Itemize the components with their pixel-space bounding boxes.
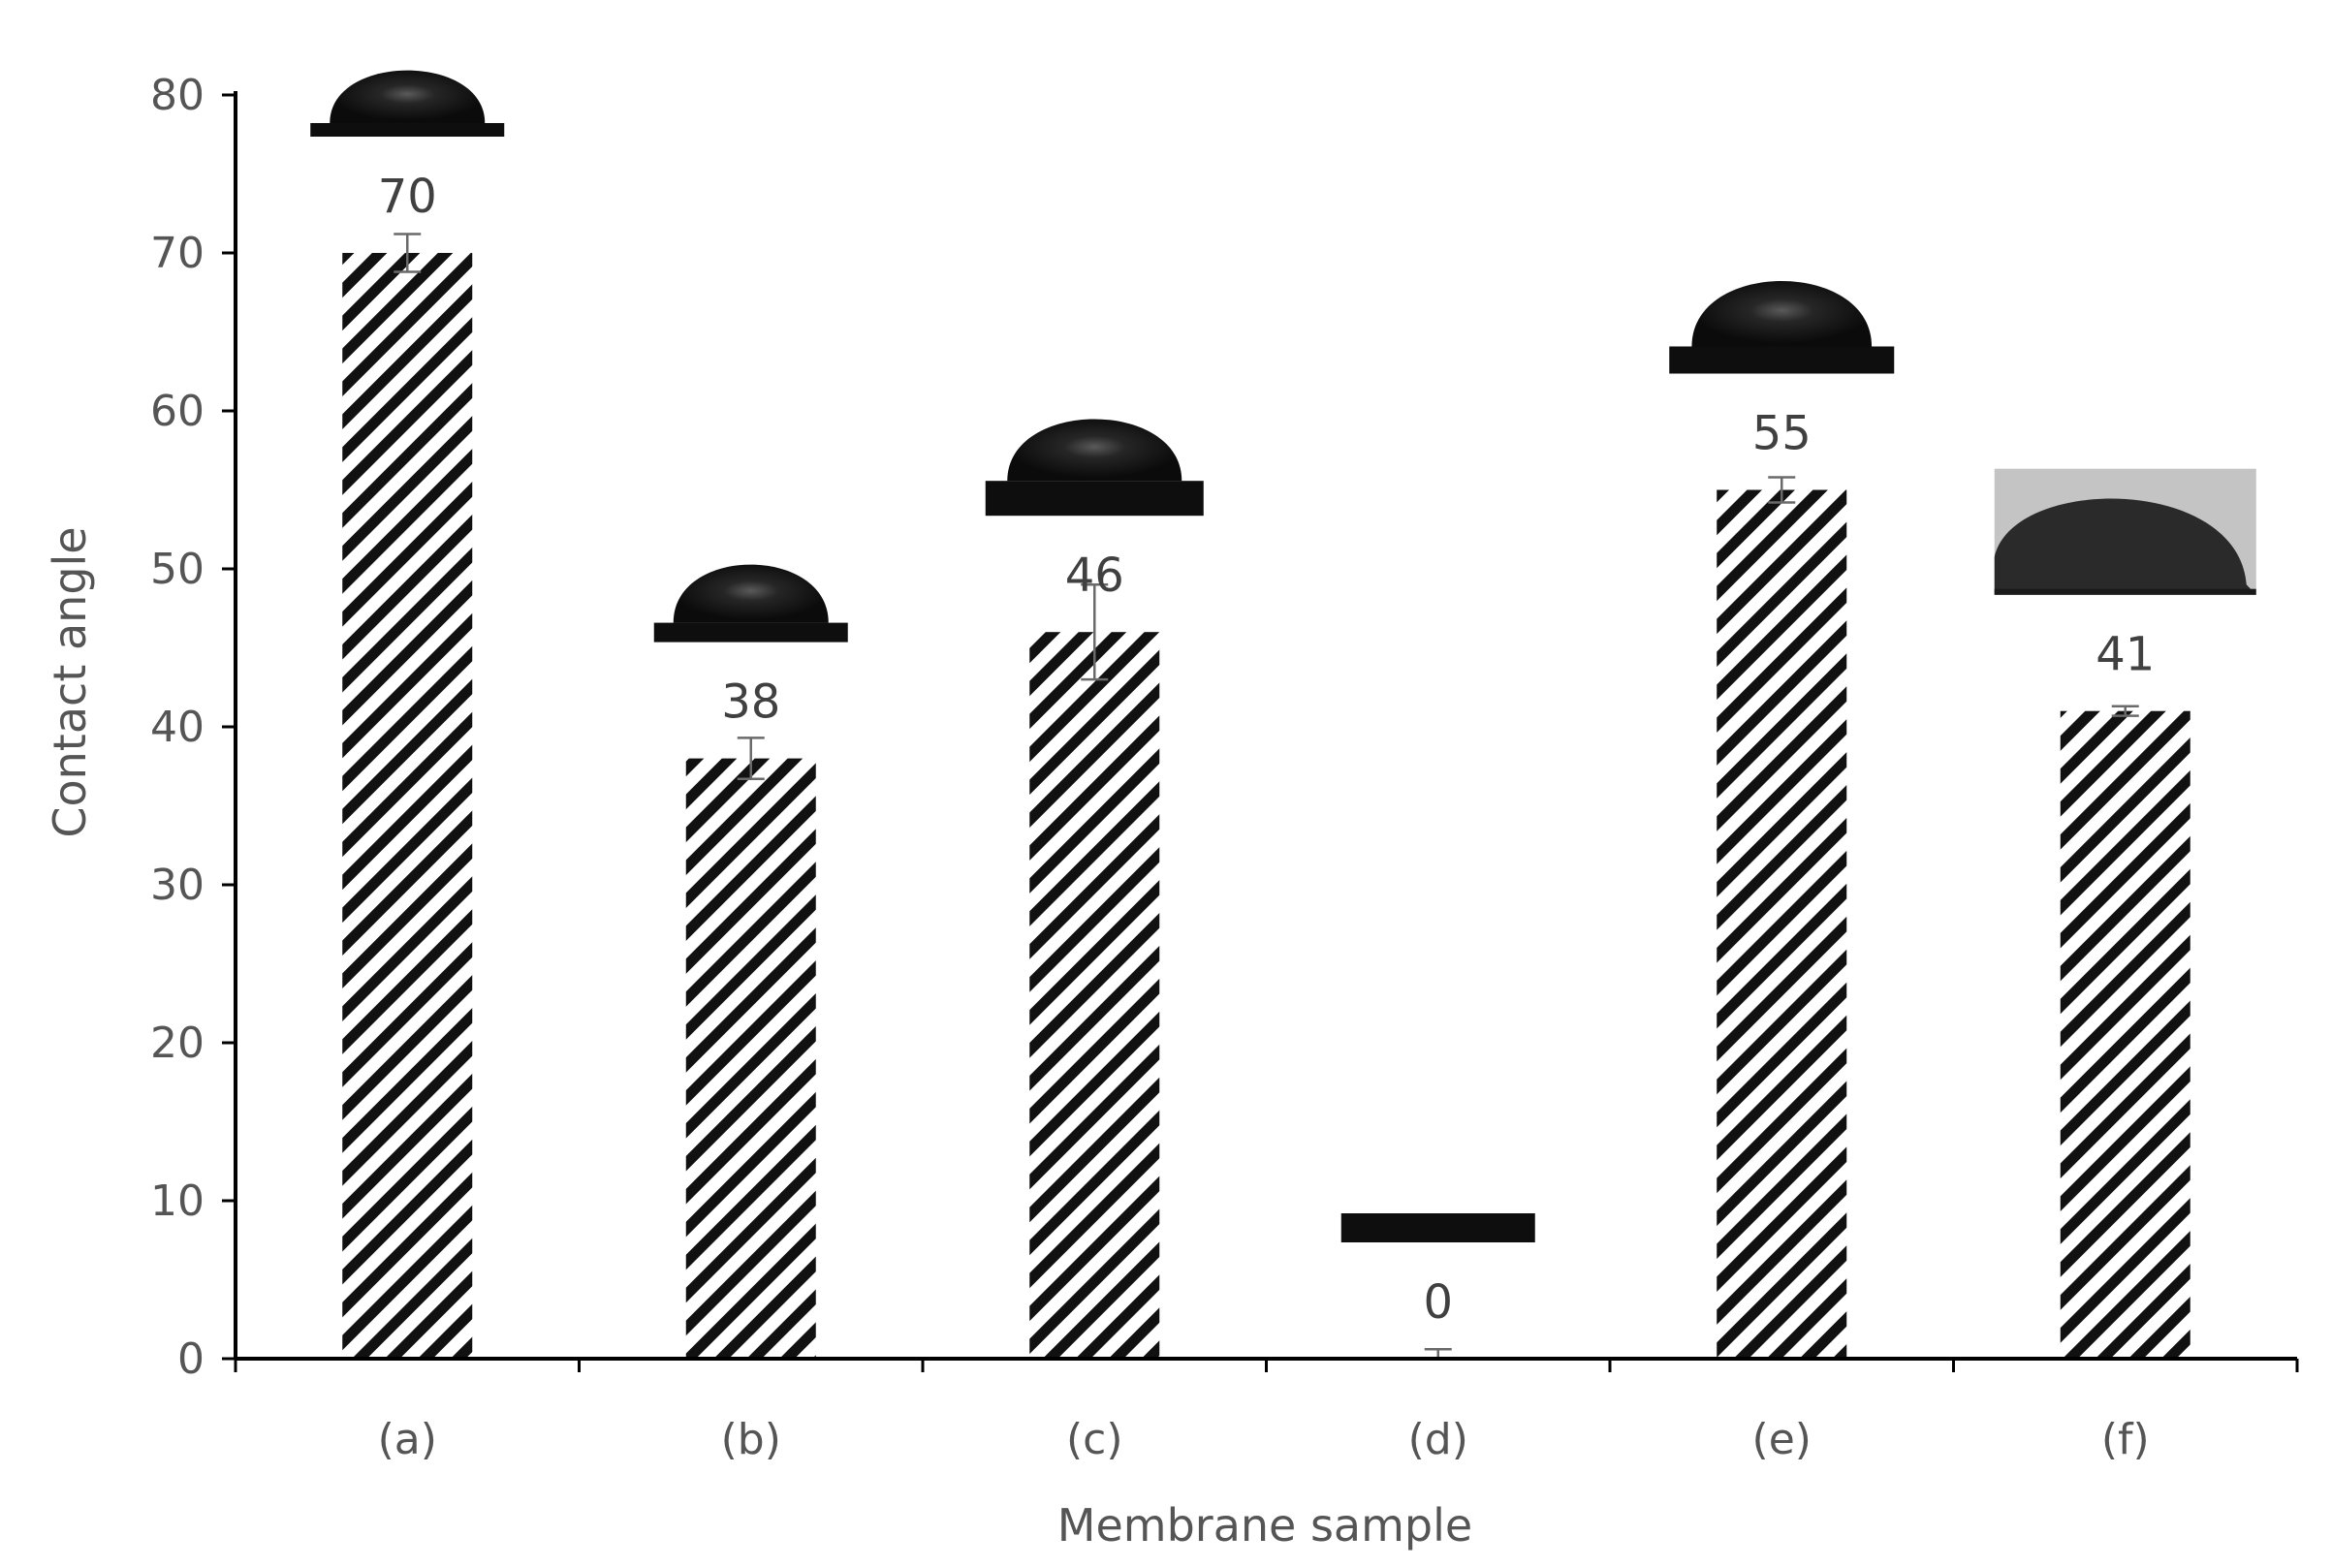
y-tick-label-50: 50 bbox=[150, 545, 205, 594]
error-bar-0 bbox=[394, 233, 422, 273]
category-label-2: (c) bbox=[1066, 1415, 1123, 1464]
y-tick-label-30: 30 bbox=[150, 861, 205, 910]
x-axis-title: Membrane sample bbox=[1057, 1499, 1472, 1552]
droplet-image-3 bbox=[1340, 1213, 1535, 1242]
y-tick-label-0: 0 bbox=[177, 1334, 205, 1384]
error-bar-4 bbox=[1768, 476, 1796, 504]
bar-2 bbox=[1029, 632, 1160, 1359]
data-label-1: 38 bbox=[721, 675, 780, 730]
droplet-image-2 bbox=[985, 419, 1204, 517]
droplet-image-1 bbox=[653, 564, 848, 643]
data-label-0: 70 bbox=[378, 170, 437, 224]
error-bar-2 bbox=[1081, 583, 1109, 681]
bar-0 bbox=[342, 253, 473, 1359]
data-label-4: 55 bbox=[1752, 407, 1812, 461]
y-tick-label-10: 10 bbox=[150, 1176, 205, 1226]
bar-4 bbox=[1717, 489, 1847, 1359]
y-tick-label-20: 20 bbox=[150, 1019, 205, 1068]
error-bar-5 bbox=[2111, 705, 2139, 717]
droplet-image-0 bbox=[310, 70, 505, 137]
droplet-insets-layer bbox=[310, 70, 2256, 1242]
category-label-0: (a) bbox=[378, 1415, 437, 1464]
bars-layer bbox=[342, 253, 2190, 1359]
category-label-3: (d) bbox=[1408, 1415, 1468, 1464]
bar-1 bbox=[685, 758, 816, 1359]
y-axis-title: Contact angle bbox=[44, 526, 96, 837]
category-label-1: (b) bbox=[721, 1415, 781, 1464]
y-tick-label-60: 60 bbox=[150, 387, 205, 436]
droplet-image-5 bbox=[1994, 468, 2256, 595]
axes-layer: 0 10 20 30 40 50 60 70 80 bbox=[150, 71, 2299, 1384]
data-label-2: 46 bbox=[1065, 549, 1124, 603]
y-tick-label-40: 40 bbox=[150, 703, 205, 752]
data-label-5: 41 bbox=[2096, 628, 2155, 682]
y-tick-label-70: 70 bbox=[150, 229, 205, 278]
bar-5 bbox=[2060, 710, 2190, 1359]
error-bar-1 bbox=[737, 737, 765, 781]
error-bars-layer bbox=[394, 233, 2139, 1359]
category-label-4: (e) bbox=[1752, 1415, 1812, 1464]
y-tick-label-80: 80 bbox=[150, 71, 205, 120]
data-label-3: 0 bbox=[1423, 1275, 1453, 1330]
data-labels-layer: 70 (a) 38 (b) 46 (c) 0 (d) 55 (e) 41 (f) bbox=[378, 170, 2156, 1464]
droplet-image-4 bbox=[1669, 281, 1895, 374]
category-label-5: (f) bbox=[2101, 1415, 2150, 1464]
